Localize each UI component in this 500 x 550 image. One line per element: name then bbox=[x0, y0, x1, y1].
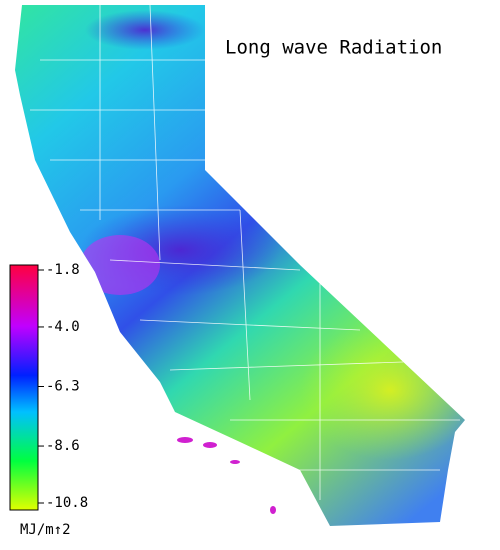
colorbar-unit: MJ/m↑2 bbox=[20, 522, 71, 538]
colorbar-tick-label: -8.6 bbox=[46, 438, 80, 454]
colorbar-tick-label: -10.8 bbox=[46, 495, 88, 511]
map-title: Long wave Radiation bbox=[225, 37, 442, 59]
colorbar-tick-label: -4.0 bbox=[46, 319, 80, 335]
colorbar-tick-label: -6.3 bbox=[46, 379, 80, 395]
colorbar bbox=[9, 264, 39, 511]
colorbar-tick-label: -1.8 bbox=[46, 262, 80, 278]
channel-islands bbox=[177, 437, 276, 514]
